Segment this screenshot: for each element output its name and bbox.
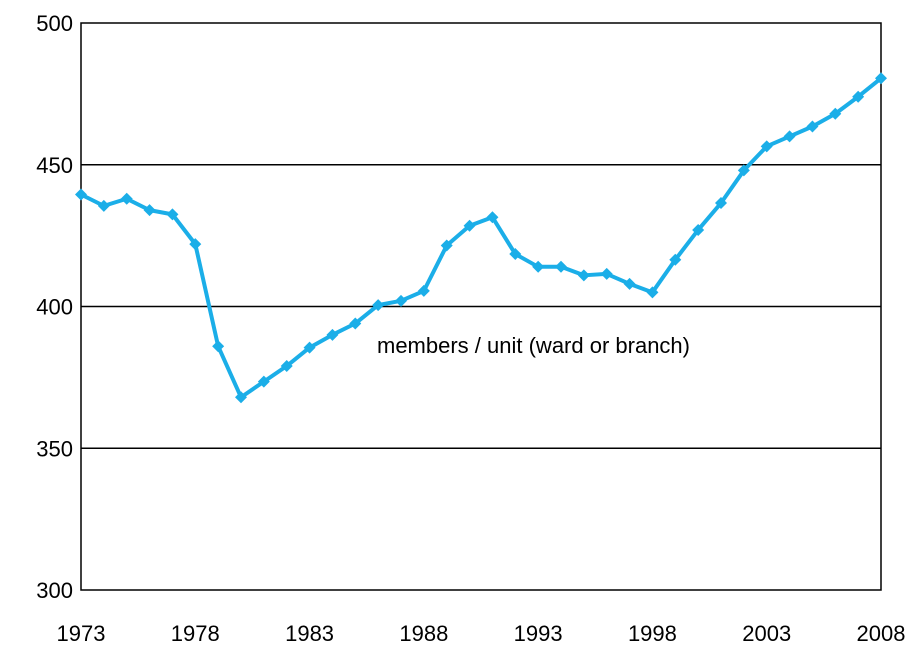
data-point-marker — [806, 120, 819, 133]
data-point-marker — [600, 267, 613, 280]
data-point-marker — [669, 253, 682, 266]
data-point-marker — [166, 208, 179, 221]
data-point-marker — [212, 340, 225, 353]
data-point-marker — [120, 192, 133, 205]
data-point-marker — [235, 391, 247, 404]
x-tick-label: 1988 — [399, 621, 448, 646]
y-tick-label: 400 — [36, 295, 73, 320]
series-layer — [75, 72, 887, 404]
data-point-marker — [737, 164, 750, 177]
series-annotation: members / unit (ward or branch) — [377, 333, 690, 358]
x-axis-tick-labels: 1973 1978 1983 1988 1993 1998 2003 2008 — [57, 621, 906, 646]
data-point-marker — [646, 286, 659, 299]
y-tick-label: 350 — [36, 436, 73, 461]
data-point-marker — [486, 211, 499, 224]
data-point-marker — [715, 197, 727, 210]
y-tick-label: 450 — [36, 153, 73, 178]
x-tick-label: 1978 — [171, 621, 220, 646]
x-tick-label: 2003 — [742, 621, 791, 646]
series-line — [79, 76, 883, 400]
data-point-marker — [875, 72, 887, 85]
gridlines — [81, 164, 881, 449]
data-point-marker — [417, 284, 430, 297]
x-tick-label: 1983 — [285, 621, 334, 646]
data-point-marker — [326, 328, 339, 341]
data-point-marker — [280, 360, 293, 373]
y-axis-tick-labels: 300 350 400 450 500 — [36, 11, 73, 603]
x-tick-label: 1998 — [628, 621, 677, 646]
data-point-marker — [395, 294, 407, 307]
data-point-marker — [577, 269, 590, 282]
data-point-marker — [623, 277, 636, 290]
data-point-marker — [143, 204, 156, 217]
data-point-marker — [303, 341, 316, 354]
data-point-marker — [97, 199, 110, 212]
x-tick-label: 1993 — [514, 621, 563, 646]
data-point-marker — [440, 239, 453, 252]
y-tick-label: 300 — [36, 578, 73, 603]
data-point-marker — [349, 317, 362, 330]
data-point-marker — [189, 238, 202, 251]
data-point-marker — [555, 260, 567, 273]
data-point-marker — [509, 248, 522, 261]
data-point-marker — [692, 223, 705, 236]
x-tick-label: 2008 — [857, 621, 906, 646]
data-point-marker — [257, 375, 270, 388]
data-point-marker — [75, 188, 87, 201]
data-point-marker — [372, 299, 385, 312]
data-point-marker — [829, 107, 842, 120]
x-tick-label: 1973 — [57, 621, 106, 646]
data-point-marker — [783, 130, 796, 143]
y-tick-label: 500 — [36, 11, 73, 36]
data-point-marker — [760, 140, 773, 153]
plot-area-border — [80, 22, 882, 591]
data-point-marker — [532, 260, 545, 273]
data-point-marker — [463, 219, 476, 232]
data-point-marker — [852, 90, 865, 103]
